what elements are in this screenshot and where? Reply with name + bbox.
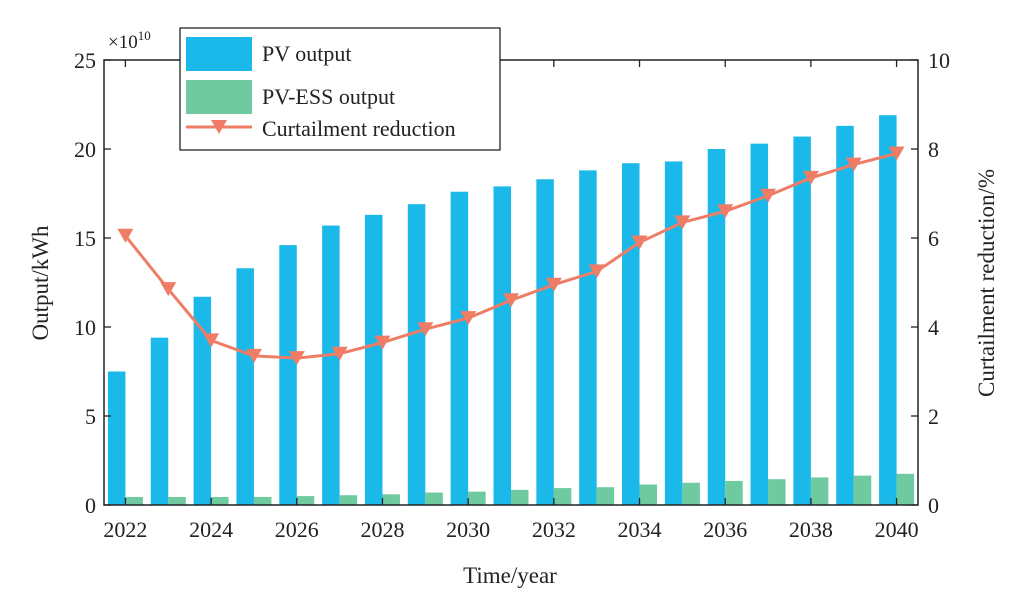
marker-curtailment-reduction-2040 — [888, 146, 905, 161]
legend-label-curtailment-reduction: Curtailment reduction — [262, 116, 456, 141]
bar-pv-output-2039 — [836, 125, 854, 506]
bar-pv-output-2026 — [279, 245, 297, 505]
line-layer — [117, 146, 905, 366]
y2-tick-label: 8 — [928, 137, 939, 162]
bar-pv-output-2036 — [707, 149, 726, 505]
bar-pv-ess-output-2029 — [425, 492, 443, 505]
marker-curtailment-reduction-2026 — [288, 351, 305, 366]
x-tick-label: 2032 — [532, 517, 576, 542]
bar-pv-ess-output-2034 — [639, 484, 658, 505]
x-tick-label: 2024 — [189, 517, 233, 542]
marker-curtailment-reduction-2036 — [717, 204, 734, 219]
x-tick-label: 2034 — [618, 517, 662, 542]
x-tick-label: 2038 — [789, 517, 833, 542]
bar-pv-output-2034 — [622, 163, 640, 506]
bar-pv-ess-output-2024 — [211, 496, 229, 505]
y-tick-label: 15 — [74, 226, 96, 251]
x-tick-label: 2028 — [360, 517, 404, 542]
x-tick-label: 2022 — [103, 517, 147, 542]
x-tick-label: 2036 — [703, 517, 747, 542]
ticks-layer: 0 5 10 15 20 25 0 2 4 6 8 10 2022 2024 2026 2028 2030 203… — [74, 48, 950, 542]
x-tick-label: 2030 — [446, 517, 490, 542]
y2-tick-label: 6 — [928, 226, 939, 251]
bar-pv-ess-output-2033 — [596, 487, 615, 505]
marker-curtailment-reduction-2037 — [760, 188, 777, 203]
bar-pv-ess-output-2027 — [339, 495, 358, 505]
marker-curtailment-reduction-2028 — [374, 335, 391, 350]
y-tick-label: 10 — [74, 315, 96, 340]
bar-pv-output-2032 — [536, 179, 554, 505]
bar-pv-output-2024 — [193, 296, 212, 505]
bar-pv-ess-output-2026 — [296, 496, 315, 505]
marker-curtailment-reduction-2024 — [203, 333, 220, 348]
marker-curtailment-reduction-2033 — [588, 264, 605, 279]
y-axis-title: Output/kWh — [28, 225, 53, 340]
y2-tick-label: 0 — [928, 493, 939, 518]
y-tick-label: 20 — [74, 137, 96, 162]
y2-tick-label: 2 — [928, 404, 939, 429]
y-tick-label: 5 — [85, 404, 96, 429]
bar-pv-ess-output-2028 — [382, 494, 400, 505]
bar-pv-output-2028 — [364, 214, 383, 506]
marker-curtailment-reduction-2027 — [331, 346, 348, 361]
bar-pv-output-2040 — [879, 115, 897, 506]
marker-curtailment-reduction-2032 — [545, 277, 562, 292]
marker-curtailment-reduction-2025 — [245, 348, 262, 363]
bar-pv-output-2035 — [664, 161, 683, 505]
bar-pv-output-2023 — [150, 337, 169, 505]
x-tick-label: 2026 — [275, 517, 319, 542]
bar-pv-ess-output-2038 — [810, 477, 829, 505]
bar-pv-ess-output-2040 — [896, 473, 915, 505]
bar-pv-ess-output-2022 — [125, 496, 143, 505]
y-tick-label: 25 — [74, 48, 96, 73]
bar-pv-output-2033 — [579, 170, 597, 506]
bar-pv-output-2029 — [407, 204, 426, 505]
bar-pv-ess-output-2037 — [768, 479, 786, 505]
legend-marker-curtailment-reduction — [211, 120, 227, 134]
bar-pv-output-2038 — [793, 136, 811, 506]
marker-curtailment-reduction-2034 — [631, 235, 648, 250]
marker-curtailment-reduction-2022 — [117, 228, 134, 243]
bars-layer — [107, 115, 915, 506]
y-tick-label: 0 — [85, 493, 96, 518]
marker-curtailment-reduction-2031 — [503, 293, 519, 308]
legend-label-pv-output: PV output — [262, 41, 351, 66]
bar-pv-ess-output-2032 — [553, 488, 572, 505]
x-tick-label: 2040 — [875, 517, 919, 542]
bar-pv-output-2031 — [493, 186, 511, 505]
bar-pv-output-2037 — [750, 143, 769, 505]
y2-tick-label: 4 — [928, 315, 939, 340]
plot-frame — [103, 59, 919, 506]
marker-curtailment-reduction-2039 — [845, 157, 862, 172]
legend: PV output PV-ESS output Curtailment redu… — [179, 27, 501, 151]
bar-pv-ess-output-2023 — [168, 496, 186, 505]
bar-pv-ess-output-2025 — [253, 496, 272, 505]
bar-pv-output-2030 — [450, 191, 469, 505]
bar-pv-ess-output-2030 — [468, 491, 486, 505]
bar-pv-output-2022 — [107, 371, 126, 505]
y2-tick-label: 10 — [928, 48, 950, 73]
marker-curtailment-reduction-2029 — [417, 322, 434, 337]
marker-curtailment-reduction-2030 — [460, 311, 477, 326]
marker-curtailment-reduction-2035 — [674, 215, 691, 230]
bar-pv-output-2025 — [236, 268, 254, 505]
bar-pv-ess-output-2039 — [853, 475, 872, 505]
marker-curtailment-reduction-2023 — [160, 282, 177, 297]
legend-swatch-pv-ess-output — [186, 80, 252, 114]
x-axis-title: Time/year — [463, 563, 557, 588]
bar-pv-output-2027 — [322, 225, 340, 506]
y2-axis-title: Curtailment reduction/% — [974, 169, 999, 397]
bar-pv-ess-output-2035 — [682, 482, 700, 505]
bar-pv-ess-output-2031 — [511, 489, 529, 505]
legend-label-pv-ess-output: PV-ESS output — [262, 84, 395, 109]
legend-swatch-pv-output — [186, 37, 252, 71]
marker-curtailment-reduction-2038 — [802, 170, 819, 185]
bar-pv-ess-output-2036 — [725, 480, 743, 505]
y-axis-multiplier: ×1010 — [108, 28, 151, 53]
